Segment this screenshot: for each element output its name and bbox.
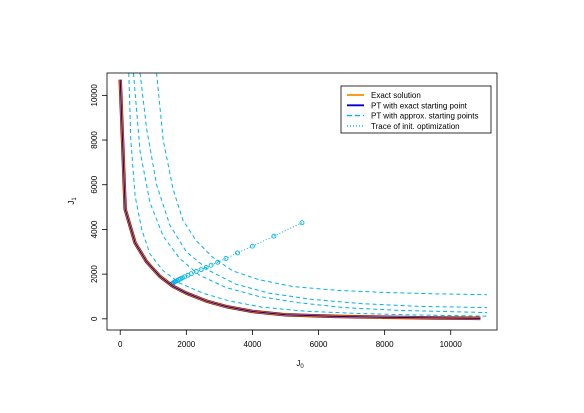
trace-point	[203, 264, 209, 270]
y-axis-title-subscript: 1	[72, 197, 78, 201]
legend-label: PT with exact starting point	[371, 101, 468, 110]
y-axis: 0 2000 4000 6000 8000 10000	[90, 84, 108, 321]
trace-point	[223, 256, 229, 261]
x-tick-label: 10000	[440, 340, 463, 349]
trace-point	[182, 274, 188, 280]
y-tick-label: 8000	[90, 131, 99, 149]
trace-point	[235, 250, 241, 256]
y-tick-label: 10000	[90, 84, 99, 107]
trace-point	[193, 268, 199, 274]
series-line-approx-3	[139, 73, 488, 309]
legend-box	[340, 85, 492, 134]
x-tick-label: 8000	[376, 340, 394, 349]
trace-point	[198, 267, 204, 273]
x-tick-label: 4000	[244, 340, 262, 349]
y-axis-title: J1	[67, 197, 78, 205]
y-tick-label: 6000	[90, 175, 99, 193]
x-tick-label: 2000	[177, 340, 195, 349]
legend-label: Exact solution	[371, 91, 421, 100]
series-line-approx-2	[132, 73, 488, 314]
legend-label: PT with approx. starting points	[371, 112, 478, 121]
x-axis-title-subscript: 0	[300, 364, 304, 370]
x-tick-label: 0	[118, 340, 123, 349]
series-line-exact-start	[119, 79, 481, 319]
x-axis: 0 2000 4000 6000 8000 10000	[118, 329, 463, 349]
series-line-approx-1	[128, 73, 488, 317]
trace-point	[249, 243, 255, 249]
x-axis-title: J0	[296, 359, 304, 370]
y-tick-label: 2000	[90, 265, 99, 283]
legend-label: Trace of init. optimization	[371, 122, 460, 131]
x-tick-label: 6000	[310, 340, 328, 349]
trace-point	[215, 259, 221, 265]
series-layer	[118, 73, 488, 321]
y-tick-label: 4000	[90, 220, 99, 238]
y-tick-label: 0	[90, 316, 99, 321]
trace-point	[299, 220, 305, 226]
trace-point	[208, 262, 214, 268]
trace-point	[271, 233, 277, 239]
